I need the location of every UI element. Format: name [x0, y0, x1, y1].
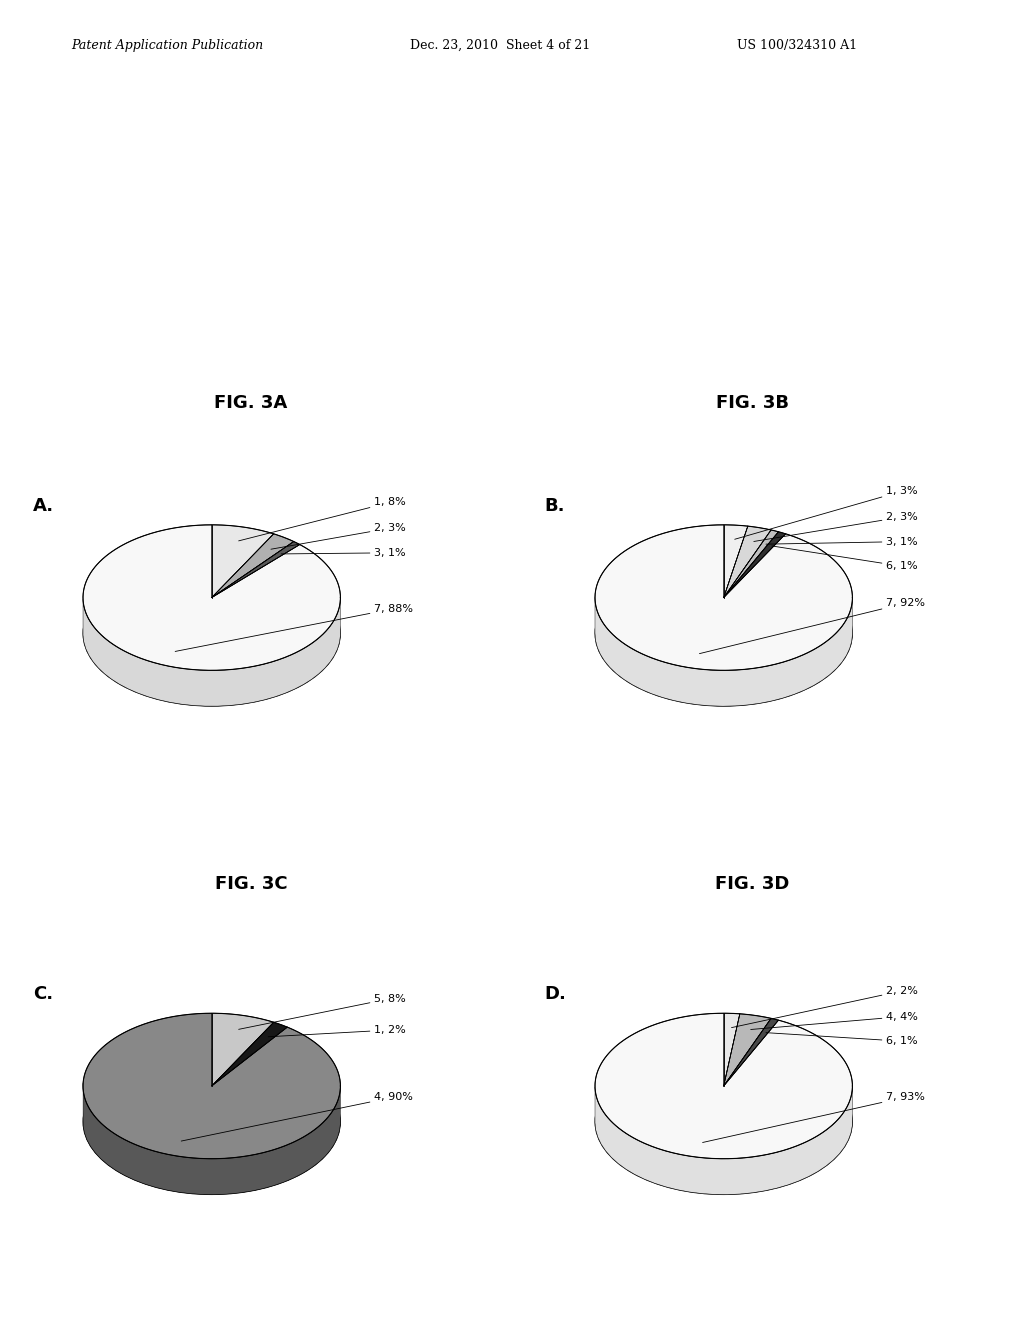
Text: 3, 1%: 3, 1% — [282, 548, 406, 558]
Text: 7, 88%: 7, 88% — [175, 603, 413, 652]
Text: 6, 1%: 6, 1% — [772, 546, 918, 572]
Text: 2, 3%: 2, 3% — [271, 523, 406, 549]
Text: 5, 8%: 5, 8% — [239, 994, 406, 1030]
Text: 7, 93%: 7, 93% — [702, 1092, 925, 1143]
Text: 1, 2%: 1, 2% — [268, 1026, 406, 1036]
Polygon shape — [83, 1084, 340, 1195]
Polygon shape — [724, 532, 785, 598]
Text: Patent Application Publication: Patent Application Publication — [72, 38, 264, 51]
Polygon shape — [212, 533, 294, 598]
Polygon shape — [595, 598, 852, 706]
Text: A.: A. — [33, 496, 53, 515]
Text: 2, 3%: 2, 3% — [754, 512, 918, 541]
Text: 1, 3%: 1, 3% — [735, 486, 918, 540]
Text: 2, 2%: 2, 2% — [731, 986, 918, 1027]
Polygon shape — [724, 529, 778, 598]
Polygon shape — [212, 525, 273, 598]
Text: 3, 1%: 3, 1% — [766, 537, 918, 546]
Text: 4, 4%: 4, 4% — [751, 1011, 918, 1030]
Text: C.: C. — [33, 985, 53, 1003]
Text: D.: D. — [545, 985, 566, 1003]
Polygon shape — [83, 525, 340, 671]
Polygon shape — [595, 1082, 852, 1195]
Ellipse shape — [595, 561, 852, 706]
Text: FIG. 3D: FIG. 3D — [716, 875, 790, 894]
Polygon shape — [212, 541, 300, 598]
Text: 7, 92%: 7, 92% — [699, 598, 925, 653]
Text: US 100/324310 A1: US 100/324310 A1 — [737, 38, 857, 51]
Polygon shape — [724, 1014, 771, 1086]
Polygon shape — [595, 1014, 852, 1159]
Text: Dec. 23, 2010  Sheet 4 of 21: Dec. 23, 2010 Sheet 4 of 21 — [410, 38, 590, 51]
Polygon shape — [595, 525, 852, 671]
Polygon shape — [212, 1014, 273, 1086]
Polygon shape — [724, 1014, 739, 1086]
Polygon shape — [724, 527, 771, 598]
Text: 6, 1%: 6, 1% — [766, 1032, 918, 1047]
Polygon shape — [83, 1014, 340, 1159]
Polygon shape — [83, 599, 340, 706]
Text: B.: B. — [545, 496, 565, 515]
Ellipse shape — [83, 1049, 340, 1195]
Text: FIG. 3B: FIG. 3B — [716, 393, 790, 412]
Polygon shape — [212, 1022, 288, 1086]
Ellipse shape — [595, 1049, 852, 1195]
Polygon shape — [724, 525, 748, 598]
Text: 1, 8%: 1, 8% — [239, 498, 406, 541]
Text: FIG. 3C: FIG. 3C — [215, 875, 287, 894]
Text: FIG. 3A: FIG. 3A — [214, 393, 288, 412]
Text: 4, 90%: 4, 90% — [181, 1092, 413, 1140]
Ellipse shape — [83, 561, 340, 706]
Polygon shape — [724, 1018, 778, 1086]
